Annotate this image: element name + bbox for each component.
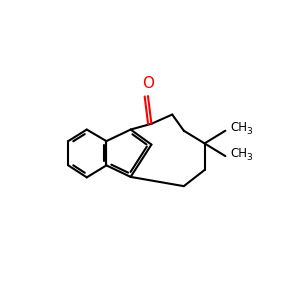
Text: CH: CH xyxy=(230,121,247,134)
Text: 3: 3 xyxy=(247,127,252,136)
Text: O: O xyxy=(142,76,154,92)
Text: 3: 3 xyxy=(247,154,252,163)
Text: CH: CH xyxy=(230,147,247,160)
